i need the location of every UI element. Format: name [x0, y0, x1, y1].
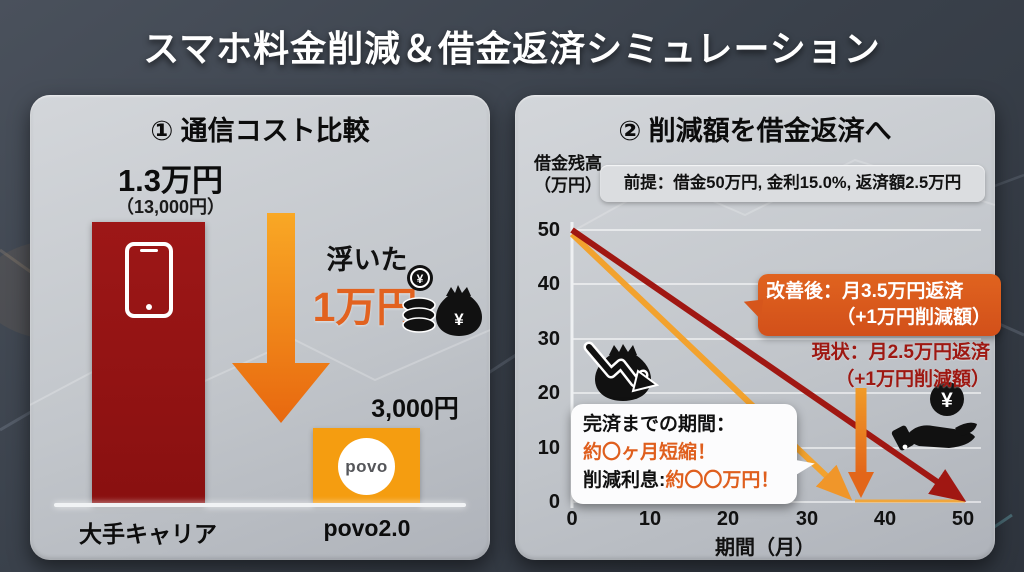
x-axis-title: 期間（月）	[715, 537, 815, 559]
result-callout: 完済までの期間： 約〇ヶ月短縮！ 削減利息:約〇〇万円！	[571, 404, 817, 505]
repayment-simulation-panel: ② 削減額を借金返済へ 借金残高 （万円） 前提：借金50万円, 金利15.0%…	[515, 95, 1001, 560]
povo-logo: povo	[338, 438, 395, 495]
x-tick: 10	[638, 508, 662, 530]
category-label-povo: povo2.0	[323, 515, 411, 541]
svg-text:¥: ¥	[417, 272, 424, 286]
category-label-carrier: 大手キャリア	[79, 521, 217, 547]
saved-amount: 1万円	[312, 284, 418, 330]
smartphone-icon	[125, 242, 173, 318]
y-tick: 30	[537, 328, 560, 350]
y-tick: 10	[537, 437, 560, 459]
y-axis-title: 借金残高 （万円）	[534, 154, 602, 196]
saved-label: 浮いた	[326, 245, 408, 275]
assumption-box: 前提：借金50万円, 金利15.0%, 返済額2.5万円	[600, 165, 985, 202]
carrier-price-sub: （13,000円）	[115, 197, 226, 217]
x-tick: 20	[716, 508, 740, 530]
svg-text:¥: ¥	[454, 310, 464, 329]
left-panel-title: ① 通信コスト比較	[150, 116, 370, 146]
povo-cost-bar: povo	[313, 428, 420, 505]
x-tick: 50	[951, 508, 975, 530]
carrier-cost-bar	[92, 222, 205, 505]
hand-yen-coin-icon: ¥	[891, 382, 977, 451]
callout-tail	[741, 296, 764, 320]
chart-baseline	[54, 503, 466, 507]
right-panel-title: ② 削減額を借金返済へ	[618, 116, 892, 146]
x-tick: 40	[873, 508, 897, 530]
callout-tail	[792, 456, 817, 476]
down-arrow-icon	[232, 213, 330, 423]
improved-callout: 改善後：月3.5万円返済 （+1万円削減額）	[741, 274, 1001, 337]
x-tick: 30	[795, 508, 819, 530]
coins-and-moneybag-icon: ¥ ¥	[402, 265, 482, 336]
svg-text:¥: ¥	[941, 389, 953, 412]
povo-price: 3,000円	[371, 395, 459, 423]
improvement-down-arrow-icon	[848, 388, 874, 498]
current-status-note: 現状：月2.5万円返済 （+1万円削減額）	[811, 342, 990, 390]
page-title: スマホ料金削減＆借金返済シミュレーション	[143, 28, 881, 69]
y-tick: 20	[537, 382, 560, 404]
carrier-price-main: 1.3万円	[117, 163, 224, 198]
current-series-line	[570, 227, 967, 502]
y-tick: 40	[537, 273, 560, 295]
y-tick: 50	[537, 219, 560, 241]
x-tick: 0	[566, 508, 578, 530]
cost-comparison-panel: ① 通信コスト比較 1.3万円 （13,000円） 浮いた 1万円 ¥	[30, 95, 490, 560]
y-tick: 0	[548, 491, 560, 513]
moneybag-decline-icon	[583, 341, 660, 401]
